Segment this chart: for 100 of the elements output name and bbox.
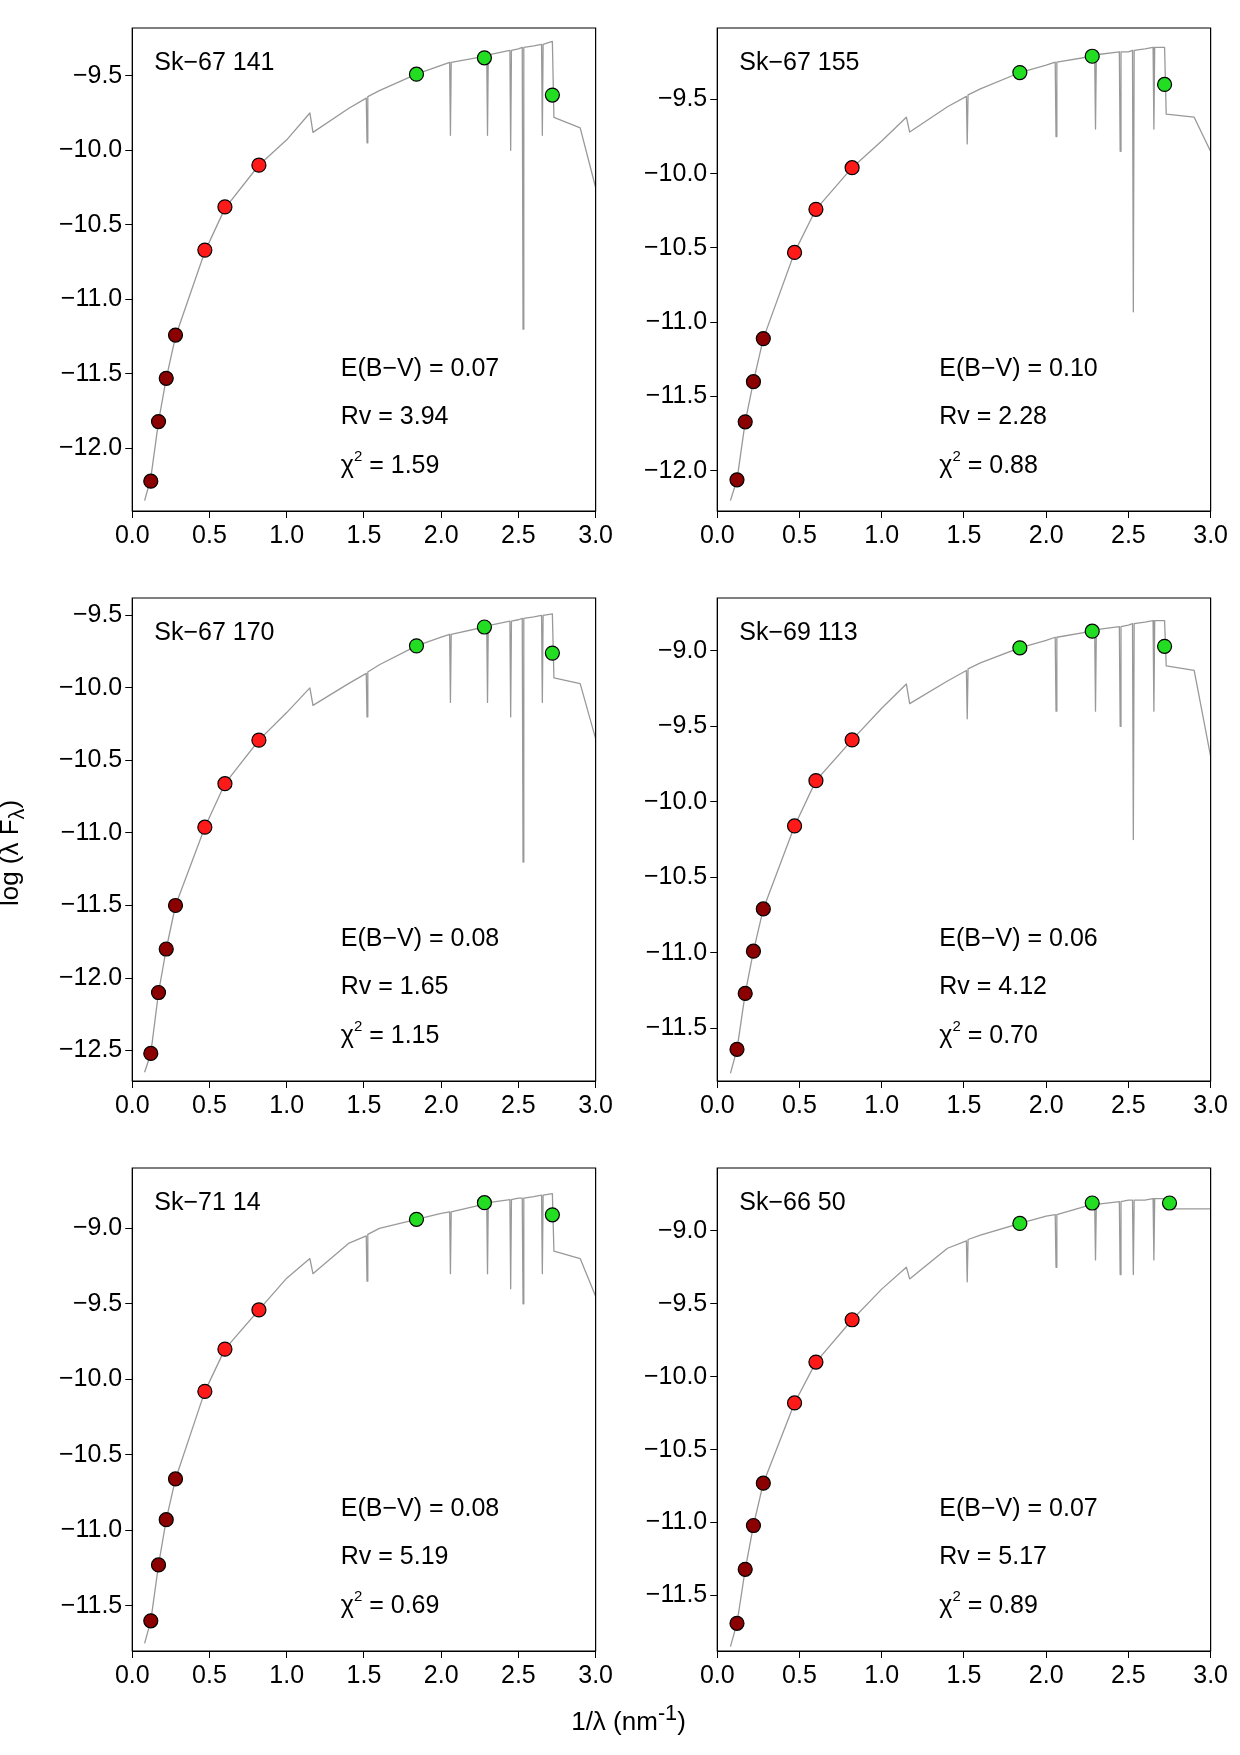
y-tick-label: −12.0: [58, 961, 123, 990]
x-tick-label: 0.5: [782, 519, 817, 548]
y-tick-label: −10.0: [643, 785, 708, 814]
y-tick-label: −9.5: [72, 59, 123, 88]
y-tick-label: −11.0: [645, 1506, 708, 1535]
annotation: Sk−71 14: [154, 1187, 261, 1215]
x-tick-label: 0.5: [782, 1659, 817, 1688]
point: [1084, 1195, 1100, 1211]
annotation: E(B−V) = 0.06: [939, 923, 1098, 952]
y-tick-label: −10.0: [58, 1363, 123, 1392]
x-tick-label: 1.5: [946, 1089, 982, 1118]
point: [143, 473, 159, 489]
annotation: Rv = 2.28: [939, 401, 1047, 430]
point: [786, 818, 803, 834]
point: [544, 1207, 560, 1223]
point: [808, 773, 824, 789]
x-tick-label: 1.5: [346, 519, 382, 548]
y-tick-label: −11.0: [60, 283, 123, 312]
y-tick-label: −10.0: [643, 157, 708, 186]
y-tick-label: −11.0: [60, 816, 123, 845]
point: [729, 1041, 745, 1057]
y-tick-label: −10.5: [643, 1433, 708, 1462]
y-tick-label: −9.5: [657, 83, 708, 112]
point: [729, 1615, 745, 1631]
x-tick-label: 3.0: [578, 1659, 614, 1688]
y-tick-label: −12.5: [58, 1034, 123, 1063]
x-tick-label: 1.0: [269, 1089, 305, 1118]
x-tick-label: 2.0: [1028, 1659, 1064, 1688]
x-tick-label: 2.5: [1111, 519, 1146, 548]
annotation: Rv = 5.17: [939, 1541, 1047, 1570]
y-tick-label: −11.0: [645, 306, 708, 335]
point: [1012, 640, 1028, 656]
point: [476, 1195, 493, 1211]
point: [167, 327, 184, 343]
x-tick-label: 1.5: [946, 519, 982, 548]
x-tick-label: 1.0: [269, 1659, 305, 1688]
x-tick-label: 2.5: [1111, 1659, 1146, 1688]
point: [408, 66, 425, 82]
x-tick-label: 0.0: [114, 519, 150, 548]
y-tick-label: −9.5: [657, 1287, 708, 1316]
point: [755, 901, 771, 917]
y-tick-label: −11.5: [60, 889, 123, 918]
annotation: Rv = 5.19: [340, 1541, 449, 1570]
point: [755, 331, 771, 347]
annotation: E(B−V) = 0.07: [939, 1493, 1098, 1522]
x-tick-label: 0.0: [114, 1089, 150, 1118]
point: [1012, 1215, 1028, 1232]
point: [1156, 76, 1173, 93]
y-tick-label: −10.5: [643, 231, 708, 260]
point: [197, 1383, 213, 1399]
point: [737, 414, 753, 430]
point: [167, 897, 184, 914]
x-tick-label: 2.5: [1111, 1089, 1146, 1118]
x-tick-label: 0.0: [114, 1659, 150, 1688]
annotation: Sk−69 113: [739, 617, 858, 645]
annotation: Sk−67 141: [154, 47, 275, 75]
y-tick-label: −10.5: [643, 861, 708, 890]
point: [1084, 623, 1100, 639]
annotation: E(B−V) = 0.10: [939, 353, 1098, 382]
point: [251, 732, 267, 748]
x-tick-label: 0.5: [192, 1659, 227, 1688]
x-tick-label: 0.5: [192, 1089, 227, 1118]
x-tick-label: 2.0: [423, 519, 459, 548]
point: [1161, 1195, 1178, 1211]
annotation: Sk−67 155: [739, 47, 860, 75]
point: [197, 242, 213, 258]
x-tick-label: 0.5: [192, 519, 227, 548]
x-tick-label: 1.0: [864, 1659, 900, 1688]
annotation: Rv = 3.94: [340, 401, 449, 430]
point: [1012, 64, 1028, 81]
annotation: E(B−V) = 0.08: [340, 923, 500, 952]
y-tick-label: −10.0: [58, 671, 123, 700]
point: [745, 943, 762, 959]
point: [1084, 48, 1100, 64]
annotation: Rv = 1.65: [340, 971, 449, 1000]
x-tick-label: 1.5: [346, 1659, 382, 1688]
point: [786, 1395, 803, 1411]
x-tick-label: 3.0: [1193, 1089, 1229, 1118]
y-tick-label: −11.5: [60, 357, 123, 386]
y-tick-label: −12.0: [643, 454, 708, 483]
point: [217, 1341, 233, 1357]
point: [476, 50, 493, 66]
x-tick-label: 0.0: [699, 1659, 735, 1688]
y-tick-label: −11.0: [645, 936, 708, 965]
x-tick-label: 0.0: [699, 519, 735, 548]
x-tick-label: 3.0: [1193, 1659, 1229, 1688]
y-tick-label: −9.0: [657, 1214, 708, 1243]
y-tick-label: −10.0: [643, 1360, 708, 1389]
point: [251, 157, 267, 173]
point: [808, 201, 824, 217]
y-tick-label: −9.0: [657, 634, 708, 663]
x-tick-label: 2.0: [1028, 519, 1064, 548]
point: [737, 985, 753, 1002]
point: [197, 819, 213, 835]
y-tick-label: −11.5: [645, 1012, 708, 1041]
x-tick-label: 1.5: [946, 1659, 982, 1688]
point: [745, 374, 762, 390]
point: [844, 1312, 860, 1328]
y-tick-label: −10.5: [58, 744, 123, 773]
point: [729, 472, 745, 488]
